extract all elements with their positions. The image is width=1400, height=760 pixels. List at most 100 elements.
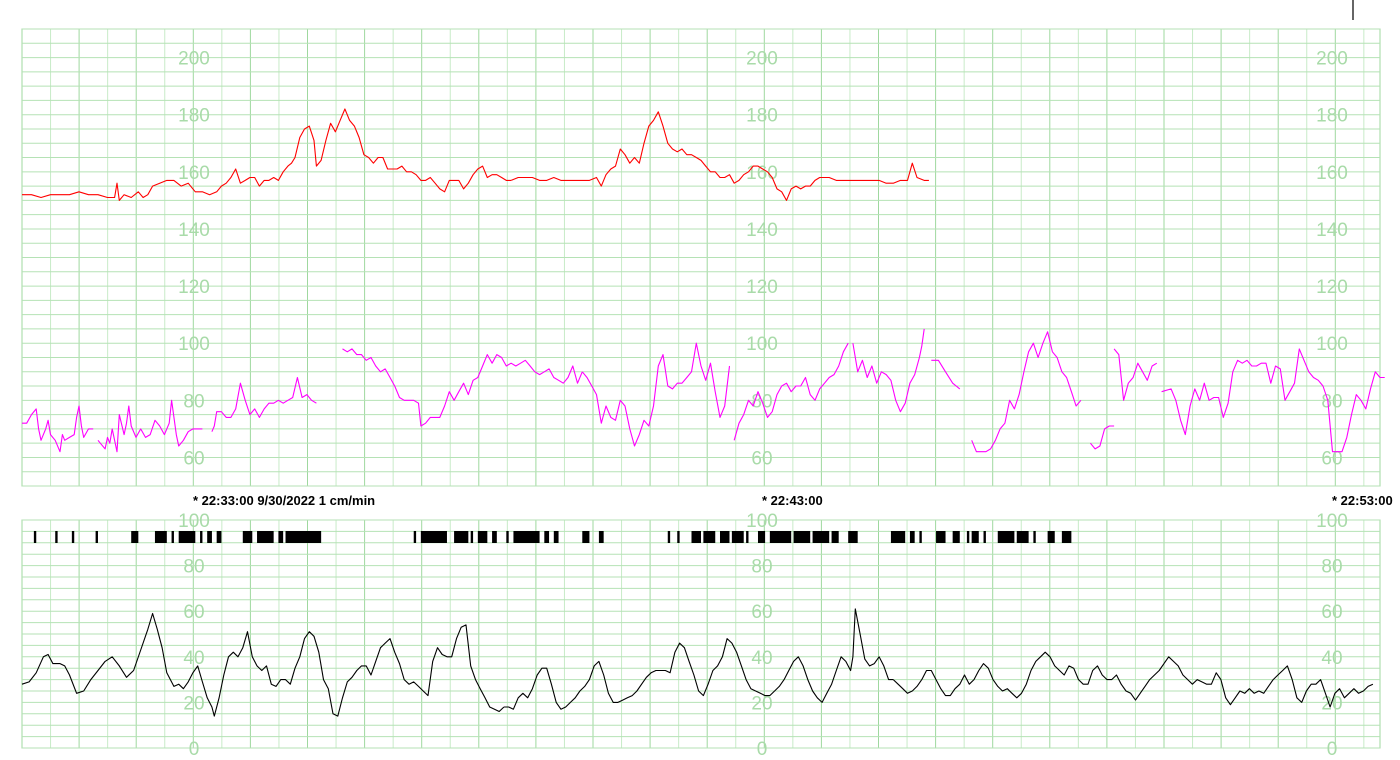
toco-tick-label: 100 [746,511,778,532]
event-mark [677,531,680,543]
event-mark [513,531,540,543]
fhr-trace-segment [510,111,929,201]
event-mark [746,531,749,543]
event-marks-layer [33,531,1072,543]
toco-tick-label: 80 [1321,557,1342,578]
fhr-tick-label: 140 [746,220,778,241]
event-mark [812,531,830,543]
fhr-trace-segment [931,359,961,390]
toco-trace-segment [892,651,1374,708]
fhr-tick-label: 160 [178,163,210,184]
event-mark [454,531,469,543]
event-mark [278,531,284,543]
fhr-trace-segment [22,405,94,453]
toco-tick-label: 40 [1321,648,1342,669]
event-mark [1047,531,1055,543]
event-mark [582,531,590,543]
fhr-tick-label: 100 [1316,334,1348,355]
event-mark [506,531,509,543]
fhr-tick-label: 180 [1316,106,1348,127]
event-mark [95,531,98,543]
toco-tick-label: 20 [1321,693,1342,714]
event-mark [1033,531,1036,543]
event-mark [1016,531,1029,543]
toco-trace-segment [21,612,505,717]
fhr-tick-label: 160 [1316,163,1348,184]
fhr-trace-segment [852,328,925,413]
toco-tick-label: 80 [183,557,204,578]
event-mark [544,531,550,543]
fhr-tick-label: 120 [178,277,210,298]
fhr-tick-label: 80 [183,391,204,412]
event-mark [831,531,839,543]
fhr-tick-label: 60 [183,448,204,469]
time-label-end: * 22:53:00 [1332,493,1393,508]
event-mark [33,531,37,543]
fhr-trace-segment [22,108,512,201]
event-mark [952,531,960,543]
fhr-trace-segment [342,348,583,427]
event-mark [242,531,253,543]
event-mark [936,531,946,543]
fhr-tick-label: 100 [746,334,778,355]
fhr-tick-label: 120 [746,277,778,298]
time-label-middle: * 22:43:00 [762,493,823,508]
event-mark [667,531,671,543]
event-mark [1061,531,1072,543]
fhr-trace-segment [211,376,317,432]
event-mark [178,531,196,543]
fhr-tick-label: 180 [746,106,778,127]
fhr-tick-label: 120 [1316,277,1348,298]
toco-tick-label: 60 [1321,602,1342,623]
toco-tick-label: 40 [183,648,204,669]
event-mark [966,531,970,543]
event-mark [420,531,447,543]
fhr-tick-label: 160 [746,163,778,184]
event-mark [983,531,986,543]
event-mark [154,531,167,543]
fhr-tick-label: 60 [751,448,772,469]
toco-tick-label: 60 [183,602,204,623]
fhr-tick-label: 100 [178,334,210,355]
event-mark [477,531,488,543]
toco-y-axis-labels: 100 100 100 80 80 80 60 60 60 40 40 40 20 20 20 0 0 0 [178,511,1348,760]
fhr-series-layer [22,108,1385,453]
fhr-trace-segment [1113,348,1158,401]
event-mark [71,531,75,543]
fhr-trace-segment [733,342,849,441]
fhr-y-axis-labels: 200 200 200 180 180 180 160 160 160 140 140 140 120 1… [178,49,1348,470]
toco-panel-grid [21,519,1381,749]
fhr-trace-segment [581,342,731,447]
event-mark [413,531,417,543]
event-mark [703,531,716,543]
event-mark [257,531,274,543]
fhr-tick-label: 180 [178,106,210,127]
event-mark [55,531,58,543]
fhr-tick-label: 60 [1321,448,1342,469]
event-mark [598,531,604,543]
toco-tick-label: 100 [178,511,210,532]
event-mark [470,531,474,543]
event-mark [848,531,858,543]
event-mark [719,531,730,543]
toco-tick-label: 0 [757,739,768,760]
event-mark [691,531,701,543]
fhr-tick-label: 140 [1316,220,1348,241]
toco-trace-segment [503,608,894,710]
event-mark [492,531,497,543]
toco-tick-label: 80 [751,557,772,578]
toco-tick-label: 0 [1327,739,1338,760]
toco-series-layer [21,608,1374,717]
event-mark [971,531,979,543]
fhr-tick-label: 200 [178,49,210,70]
event-mark [890,531,906,543]
toco-tick-label: 20 [183,693,204,714]
fhr-trace-segment [971,331,1082,453]
event-mark [171,531,174,543]
fhr-trace-segment [97,399,203,453]
toco-tick-label: 40 [751,648,772,669]
event-mark [131,531,139,543]
event-mark [997,531,1015,543]
event-mark [769,531,792,543]
